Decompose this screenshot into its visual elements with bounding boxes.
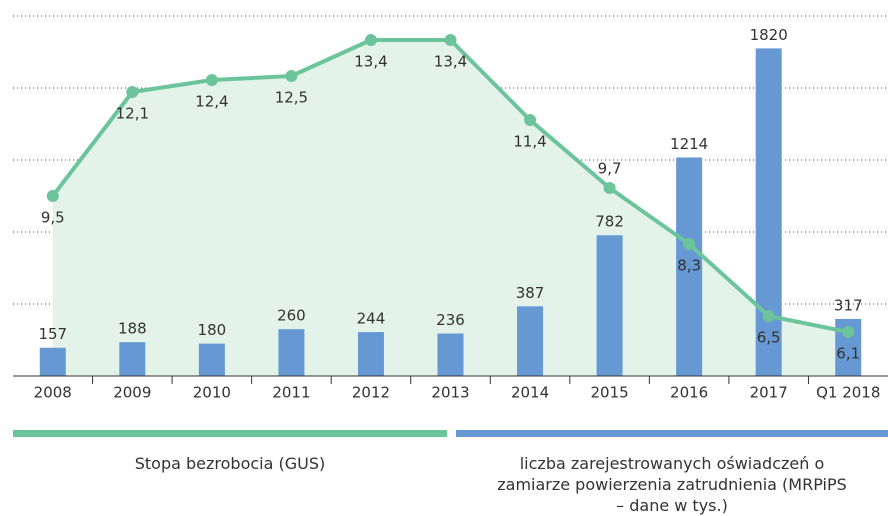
line-point	[46, 190, 59, 202]
line-point	[683, 238, 696, 250]
line-label: 12,1	[116, 105, 149, 123]
legend-label: Stopa bezrobocia (GUS)	[134, 454, 326, 473]
x-tick-label: 2010	[193, 384, 231, 402]
x-tick-label: 2017	[750, 384, 788, 402]
line-label: 6,1	[836, 345, 860, 363]
line-label: 13,4	[354, 53, 387, 71]
bar-label: 1820	[750, 26, 788, 44]
line-area	[52, 40, 849, 376]
x-tick-label: 2008	[34, 384, 72, 402]
line-label: 11,4	[513, 133, 546, 151]
bar	[278, 329, 305, 376]
x-tick-label: 2014	[511, 384, 549, 402]
line-point	[205, 74, 218, 86]
line-point	[364, 34, 377, 46]
bar	[357, 332, 384, 376]
bar	[198, 343, 225, 376]
bar	[39, 347, 66, 376]
line-point	[603, 182, 616, 194]
chart: 157 188 180 260 244 236 387 782 1214 1820 317 2008 2…	[13, 15, 888, 437]
line-point	[762, 310, 775, 322]
line-label: 13,4	[434, 53, 467, 71]
x-tick-label: 2015	[590, 384, 628, 402]
bar-label: 157	[38, 325, 67, 343]
legend-label: liczba zarejestrowanych oświadczeń o zam…	[497, 454, 847, 515]
bar-label: 782	[595, 213, 624, 231]
bar-label: 236	[436, 311, 465, 329]
x-tick-label: 2013	[431, 384, 469, 402]
bar	[437, 333, 464, 376]
bar	[755, 48, 782, 377]
legend-swatch	[13, 430, 447, 437]
bar-label: 317	[834, 296, 863, 314]
line-point	[126, 86, 139, 98]
line-point	[524, 114, 537, 126]
x-tick-label: 2016	[670, 384, 708, 402]
line-label: 12,4	[195, 93, 228, 111]
line-label: 12,5	[275, 89, 308, 107]
bar-label: 1214	[670, 135, 708, 153]
line-label: 8,3	[677, 257, 701, 275]
legend-swatch	[456, 430, 888, 437]
bar-label: 244	[357, 310, 386, 328]
bar-label: 180	[198, 321, 227, 339]
line-label: 9,5	[41, 209, 65, 227]
line-point	[444, 34, 457, 46]
x-tick-label: 2011	[272, 384, 310, 402]
line-point	[842, 326, 855, 338]
x-tick-label: 2009	[113, 384, 151, 402]
bar	[676, 157, 703, 376]
line-label: 6,5	[757, 329, 781, 347]
bar-label: 260	[277, 307, 306, 325]
bar-label: 387	[516, 284, 545, 302]
bar	[119, 342, 146, 376]
line-label: 9,7	[598, 160, 622, 178]
x-tick-label: 2012	[352, 384, 390, 402]
line-point	[285, 70, 298, 82]
bar	[596, 235, 623, 376]
x-tick-label: Q1 2018	[816, 384, 880, 402]
bar-label: 188	[118, 320, 147, 338]
bar	[517, 306, 544, 376]
